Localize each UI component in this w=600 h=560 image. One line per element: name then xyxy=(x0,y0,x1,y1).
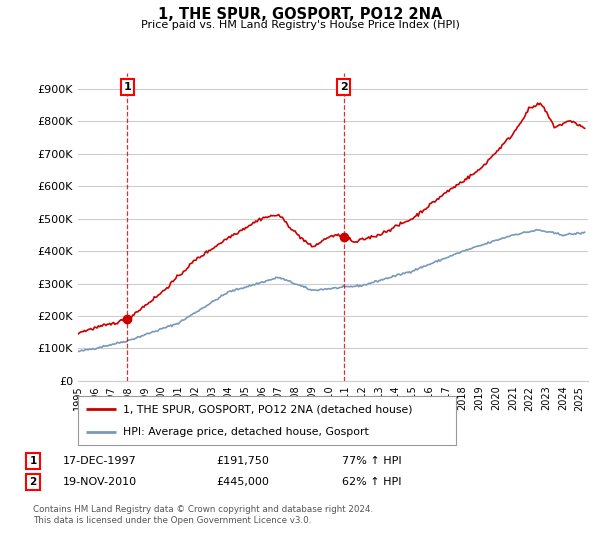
Text: 2: 2 xyxy=(29,477,37,487)
Text: 19-NOV-2010: 19-NOV-2010 xyxy=(63,477,137,487)
Text: 1: 1 xyxy=(29,456,37,466)
Text: 1, THE SPUR, GOSPORT, PO12 2NA (detached house): 1, THE SPUR, GOSPORT, PO12 2NA (detached… xyxy=(124,404,413,414)
Text: 1: 1 xyxy=(124,82,131,92)
Text: 2: 2 xyxy=(340,82,347,92)
Text: 62% ↑ HPI: 62% ↑ HPI xyxy=(342,477,401,487)
Text: 77% ↑ HPI: 77% ↑ HPI xyxy=(342,456,401,466)
Text: £445,000: £445,000 xyxy=(216,477,269,487)
Text: Contains HM Land Registry data © Crown copyright and database right 2024.
This d: Contains HM Land Registry data © Crown c… xyxy=(33,505,373,525)
Text: HPI: Average price, detached house, Gosport: HPI: Average price, detached house, Gosp… xyxy=(124,427,369,437)
Text: 17-DEC-1997: 17-DEC-1997 xyxy=(63,456,137,466)
Text: 1, THE SPUR, GOSPORT, PO12 2NA: 1, THE SPUR, GOSPORT, PO12 2NA xyxy=(158,7,442,22)
Text: £191,750: £191,750 xyxy=(216,456,269,466)
Text: Price paid vs. HM Land Registry's House Price Index (HPI): Price paid vs. HM Land Registry's House … xyxy=(140,20,460,30)
